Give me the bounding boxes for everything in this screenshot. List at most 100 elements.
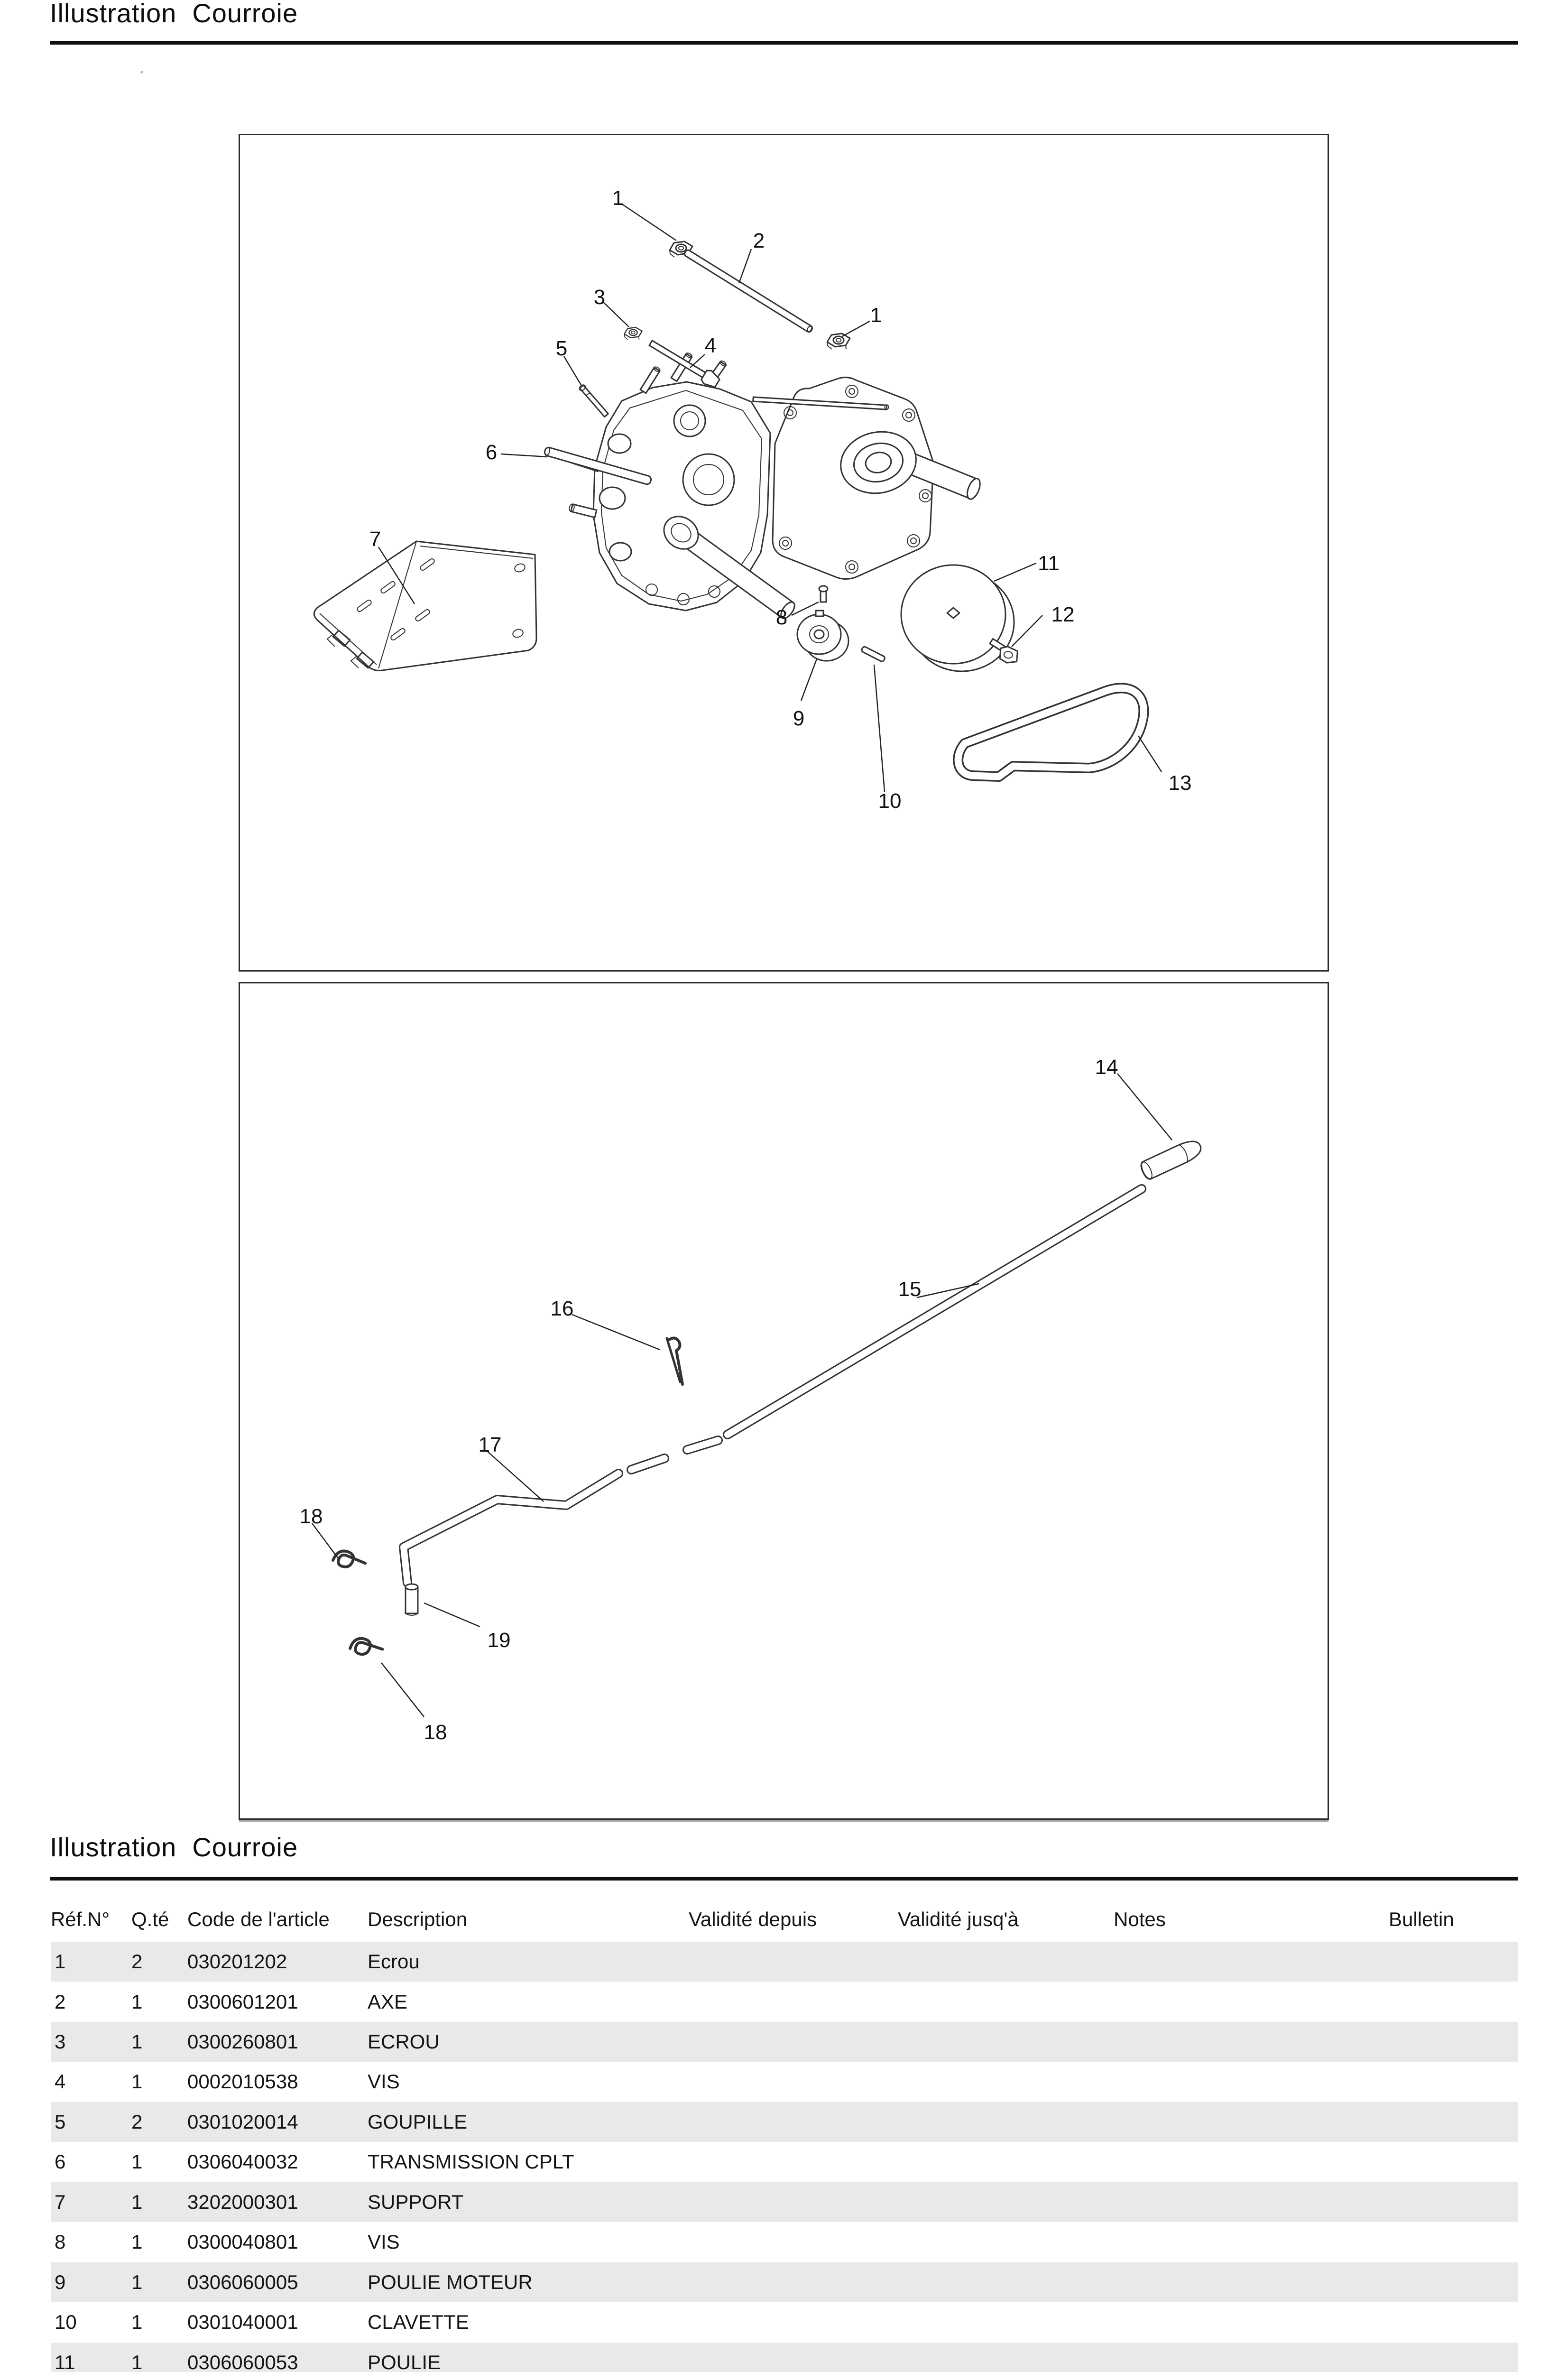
callout-7: 7: [369, 528, 381, 551]
cell-code: 0306060005: [187, 2271, 298, 2293]
diagram-transmission-svg: 1 2 3 1 4 5 6 7 8 9 10 11 12 13: [313, 186, 1192, 813]
cell-code: 0301020014: [187, 2111, 298, 2133]
screw-4: [648, 340, 720, 388]
cell-qty: 1: [131, 2231, 143, 2253]
cell-qty: 2: [131, 1950, 143, 1973]
cell-ref: 3: [55, 2030, 66, 2053]
embout-knob: [1140, 1140, 1202, 1180]
cell-ref: 7: [55, 2191, 66, 2213]
callout-19: 19: [488, 1629, 511, 1652]
callout-9: 9: [793, 707, 804, 730]
diagram-shift-lever-box: 14 15 16 17 18 19 18: [239, 982, 1329, 1820]
callout-5: 5: [556, 337, 567, 360]
callout-18b: 18: [424, 1721, 447, 1744]
callout-8: 8: [776, 606, 787, 629]
cell-qty: 1: [131, 1991, 143, 2013]
spacer-19: [405, 1583, 419, 1616]
table-row: 7 1 3202000301 SUPPORT: [51, 2182, 1518, 2222]
cell-qty: 1: [131, 2351, 143, 2372]
cell-ref: 10: [55, 2311, 77, 2333]
callout-3: 3: [594, 286, 605, 309]
callout-14: 14: [1095, 1056, 1118, 1079]
axle-rod-6: [544, 446, 652, 485]
table-row: 8 1 0300040801 VIS: [51, 2222, 1518, 2262]
cell-code: 0300260801: [187, 2030, 298, 2053]
axle-rod-2: [684, 249, 813, 333]
col-header-valid-to: Validité jusq'à: [898, 1908, 1019, 1930]
cell-ref: 5: [55, 2111, 66, 2133]
cell-code: 0306060053: [187, 2351, 298, 2372]
col-header-code: Code de l'article: [187, 1908, 330, 1930]
support-plate: [313, 540, 537, 671]
cell-qty: 1: [131, 2191, 143, 2213]
callout-4: 4: [705, 334, 716, 357]
leader-lines: [378, 203, 1162, 792]
table-row: 6 1 0306040032 TRANSMISSION CPLT: [51, 2142, 1518, 2182]
table-row: 4 1 0002010538 VIS: [51, 2062, 1518, 2102]
callout-12: 12: [1051, 603, 1075, 626]
cell-code: 3202000301: [187, 2191, 298, 2213]
bolt-12: [989, 638, 1020, 666]
callout-15: 15: [898, 1278, 922, 1301]
title-rule: [50, 41, 1518, 45]
leader-lines: [311, 1073, 1172, 1717]
cell-desc: VIS: [368, 2070, 400, 2093]
cell-ref: 8: [55, 2231, 66, 2253]
table-row: 1 2 030201202 Ecrou: [51, 1942, 1518, 1982]
cell-code: 0300040801: [187, 2231, 298, 2253]
screw-8: [818, 585, 829, 603]
transmission-housing: [569, 352, 981, 620]
cell-desc: Ecrou: [368, 1950, 420, 1973]
callout-1b: 1: [870, 304, 882, 327]
table-row: 5 2 0301020014 GOUPILLE: [51, 2102, 1518, 2142]
nut-3: [624, 326, 643, 340]
cell-desc: GOUPILLE: [368, 2111, 468, 2133]
cell-desc: VIS: [368, 2231, 400, 2253]
col-header-valid-from: Validité depuis: [689, 1908, 817, 1930]
col-header-desc: Description: [368, 1908, 468, 1930]
cell-qty: 1: [131, 2070, 143, 2093]
shift-rod: [683, 1184, 1146, 1455]
cell-qty: 2: [131, 2111, 143, 2133]
cell-code: 0300601201: [187, 1991, 298, 2013]
cell-qty: 1: [131, 2030, 143, 2053]
col-header-bulletin: Bulletin: [1389, 1908, 1454, 1930]
col-header-ref: Réf.N°: [51, 1908, 110, 1930]
table-section-title: Illustration Courroie: [50, 1832, 298, 1862]
callout-17: 17: [479, 1433, 502, 1456]
callout-1: 1: [612, 186, 624, 210]
table-row: 10 1 0301040001 CLAVETTE: [51, 2302, 1518, 2342]
motor-pulley-9: [796, 610, 849, 662]
callout-2: 2: [753, 229, 765, 252]
cell-desc: CLAVETTE: [368, 2311, 469, 2333]
key-10: [861, 646, 885, 662]
hairpin-clip-18a: [332, 1547, 365, 1569]
cell-desc: POULIE: [368, 2351, 441, 2372]
cell-code: 030201202: [187, 1950, 287, 1973]
callout-6: 6: [486, 441, 497, 464]
nut-1b: [826, 333, 851, 350]
cell-ref: 6: [55, 2150, 66, 2173]
cell-code: 0306040032: [187, 2150, 298, 2173]
diagram-transmission-box: 1 2 3 1 4 5 6 7 8 9 10 11 12 13: [239, 134, 1329, 972]
cell-code: 0002010538: [187, 2070, 298, 2093]
pulley-11: [900, 564, 1015, 672]
stray-dot: [140, 71, 143, 74]
cell-desc: TRANSMISSION CPLT: [368, 2150, 574, 2173]
callout-11: 11: [1038, 552, 1060, 575]
callout-18a: 18: [300, 1505, 323, 1528]
hairpin-clip-18b: [348, 1634, 382, 1657]
cell-qty: 1: [131, 2271, 143, 2293]
table-row: 2 1 0300601201 AXE: [51, 1982, 1518, 2022]
cell-ref: 1: [55, 1950, 66, 1973]
cell-code: 0301040001: [187, 2311, 298, 2333]
cell-qty: 1: [131, 2150, 143, 2173]
beta-pin-16: [665, 1336, 684, 1386]
table-row: 3 1 0300260801 ECROU: [51, 2022, 1518, 2062]
table-title-rule: [50, 1877, 1518, 1881]
bent-lever-17: [399, 1454, 669, 1587]
cell-desc: SUPPORT: [368, 2191, 464, 2213]
pin-5: [579, 384, 609, 418]
callout-13: 13: [1169, 771, 1192, 795]
